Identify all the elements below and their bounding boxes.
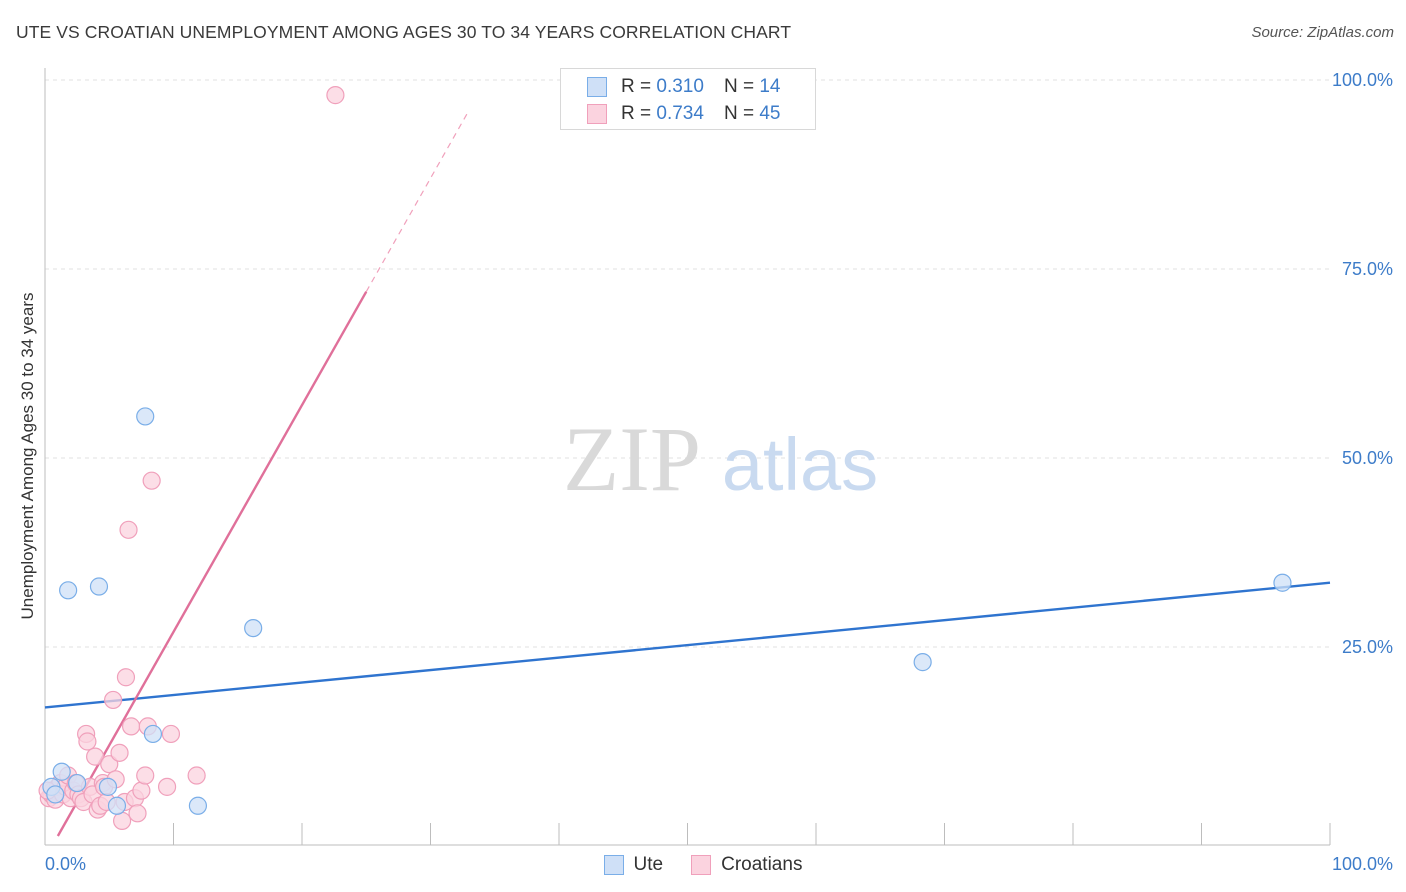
data-point-croatians (116, 668, 136, 687)
series-label-ute: Ute (633, 854, 664, 875)
data-point-croatians (187, 766, 206, 785)
legend-r-label: R = (621, 76, 652, 97)
data-point-croatians (128, 804, 147, 823)
data-point-ute (188, 796, 208, 815)
data-points (38, 86, 1292, 830)
x-tick-label: 0.0% (45, 854, 86, 874)
data-point-croatians (112, 811, 132, 830)
legend-row-croatians: R = 0.734 N = 45 (587, 101, 780, 127)
data-point-croatians (121, 717, 141, 736)
axes (44, 68, 1331, 846)
y-tick-label: 50.0% (1342, 448, 1393, 468)
legend-row-ute: R = 0.310 N = 14 (587, 74, 780, 100)
legend-n-value: 14 (759, 76, 781, 97)
watermark-atlas: atlas (722, 423, 878, 506)
watermark-zip: ZIP (563, 408, 701, 510)
data-point-ute (1273, 573, 1292, 592)
data-point-ute (68, 773, 87, 793)
data-point-ute (46, 785, 65, 804)
y-tick-label: 100.0% (1332, 70, 1393, 90)
data-point-croatians (132, 781, 151, 800)
data-point-croatians (86, 747, 105, 766)
series-swatch-ute (603, 855, 624, 875)
legend-n-label: N = (723, 76, 755, 97)
y-tick-label: 25.0% (1342, 637, 1393, 657)
data-point-ute (98, 777, 118, 796)
data-point-croatians (104, 690, 123, 710)
legend-n-label: N = (723, 103, 755, 124)
legend-n-value: 45 (759, 103, 781, 124)
data-point-croatians (100, 755, 119, 774)
data-point-ute (52, 762, 71, 781)
data-point-ute (143, 724, 163, 744)
series-legend: Ute Croatians (0, 852, 1406, 878)
trend-line-ute (44, 581, 1331, 709)
x-tick-label: 100.0% (1332, 854, 1393, 874)
trend-line-croatians (56, 291, 368, 837)
chart-title: UTE VS CROATIAN UNEMPLOYMENT AMONG AGES … (16, 22, 792, 42)
data-point-croatians (161, 724, 181, 744)
legend-swatch-ute (587, 77, 607, 97)
data-point-ute (107, 796, 127, 815)
series-legend-ute[interactable]: Ute (603, 854, 664, 876)
watermark: ZIP atlas (563, 408, 878, 510)
source-label: Source: ZipAtlas.com (1251, 24, 1394, 41)
data-point-ute (913, 653, 932, 672)
legend-swatch-croatians (587, 104, 607, 124)
legend-r-value: 0.734 (656, 103, 704, 124)
series-swatch-croatians (691, 855, 712, 875)
series-label-croatians: Croatians (721, 854, 803, 875)
gridlines (45, 79, 1330, 648)
data-point-ute (244, 618, 263, 638)
trend-extension-croatians (365, 109, 470, 292)
series-legend-croatians[interactable]: Croatians (691, 854, 802, 876)
tick-labels: 25.0% 50.0% 75.0% 100.0% 0.0% 100.0% (45, 70, 1393, 874)
data-point-croatians (326, 86, 345, 105)
data-point-ute (136, 407, 155, 426)
data-point-croatians (78, 732, 97, 751)
data-point-croatians (136, 766, 155, 785)
data-point-croatians (157, 777, 177, 796)
legend-r-value: 0.310 (656, 76, 704, 97)
correlation-legend: R = 0.310 N = 14 R = 0.734 N = 45 (560, 68, 816, 130)
data-point-croatians (119, 520, 138, 539)
data-point-ute (89, 577, 109, 596)
data-point-croatians (110, 743, 129, 762)
trend-lines (44, 109, 1331, 837)
y-tick-label: 75.0% (1342, 259, 1393, 279)
data-point-ute (59, 581, 78, 600)
legend-r-label: R = (621, 103, 652, 124)
data-point-croatians (142, 471, 161, 490)
